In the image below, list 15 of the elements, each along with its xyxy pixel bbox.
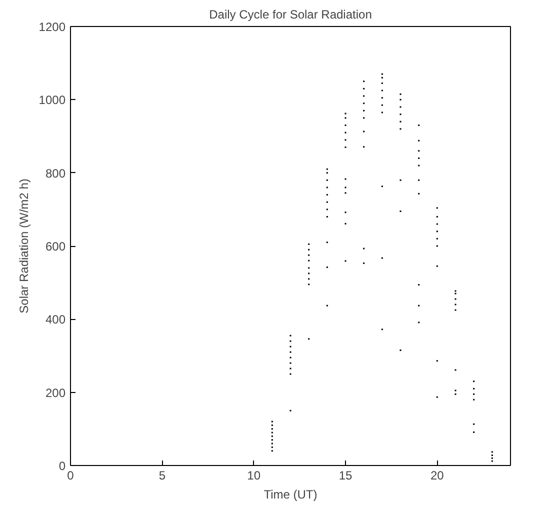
x-tick-label: 20 xyxy=(430,468,444,482)
y-tick-label: 400 xyxy=(45,312,66,327)
y-tick-label: 1200 xyxy=(38,20,66,34)
y-tick-label: 800 xyxy=(45,166,66,180)
y-axis-title: Solar Radiation (W/m2 h) xyxy=(16,178,31,314)
y-tick-label: 600 xyxy=(45,240,66,254)
x-tick-label: 5 xyxy=(158,468,166,482)
y-tick-label: 200 xyxy=(45,386,66,400)
y-tick-label: 1000 xyxy=(38,93,66,108)
x-tick-label: 0 xyxy=(67,468,74,482)
x-axis-title: Time (UT) xyxy=(264,488,318,502)
y-tick-label: 0 xyxy=(58,459,66,473)
chart-title: Daily Cycle for Solar Radiation xyxy=(209,8,372,22)
x-tick-label: 10 xyxy=(247,468,261,482)
x-tick-label: 15 xyxy=(338,468,352,482)
